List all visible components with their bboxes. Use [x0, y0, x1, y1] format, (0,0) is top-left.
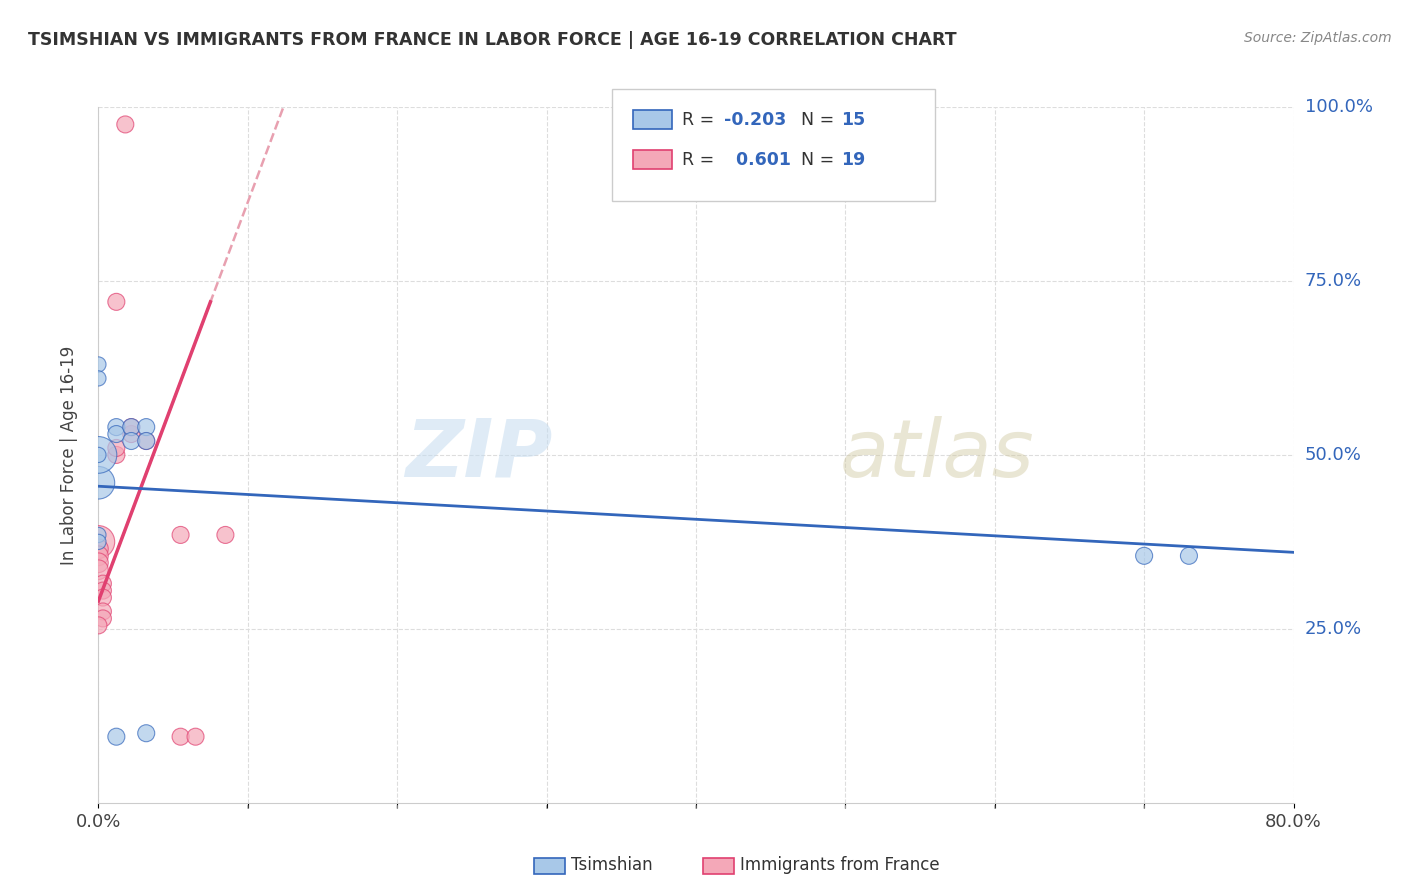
Text: 100.0%: 100.0%	[1305, 98, 1372, 116]
Point	[120, 420, 142, 434]
Text: ZIP: ZIP	[405, 416, 553, 494]
Point	[120, 420, 142, 434]
Point	[214, 528, 236, 542]
Point	[1133, 549, 1156, 563]
Point	[87, 528, 110, 542]
Point	[135, 434, 157, 448]
Point	[91, 583, 114, 598]
Text: 15: 15	[841, 111, 865, 128]
Point	[184, 730, 207, 744]
Text: atlas: atlas	[839, 416, 1035, 494]
Point	[87, 549, 110, 563]
Text: TSIMSHIAN VS IMMIGRANTS FROM FRANCE IN LABOR FORCE | AGE 16-19 CORRELATION CHART: TSIMSHIAN VS IMMIGRANTS FROM FRANCE IN L…	[28, 31, 956, 49]
Point	[87, 618, 110, 632]
Y-axis label: In Labor Force | Age 16-19: In Labor Force | Age 16-19	[59, 345, 77, 565]
Point	[87, 541, 110, 556]
Point	[120, 434, 142, 448]
Point	[87, 371, 110, 385]
Point	[105, 294, 128, 309]
Point	[105, 448, 128, 462]
Point	[120, 427, 142, 442]
Point	[87, 535, 110, 549]
Point	[135, 726, 157, 740]
Text: N =: N =	[801, 111, 841, 128]
Text: -0.203: -0.203	[724, 111, 786, 128]
Text: Tsimshian: Tsimshian	[571, 856, 652, 874]
Point	[135, 434, 157, 448]
Point	[87, 563, 110, 577]
Point	[91, 611, 114, 625]
Text: 25.0%: 25.0%	[1305, 620, 1362, 638]
Point	[87, 535, 110, 549]
Point	[135, 420, 157, 434]
Point	[114, 117, 136, 131]
Text: N =: N =	[801, 151, 841, 169]
Point	[87, 448, 110, 462]
Text: Source: ZipAtlas.com: Source: ZipAtlas.com	[1244, 31, 1392, 45]
Text: 19: 19	[841, 151, 865, 169]
Point	[87, 358, 110, 372]
Text: 0.601: 0.601	[724, 151, 792, 169]
Text: Immigrants from France: Immigrants from France	[740, 856, 939, 874]
Text: R =: R =	[682, 151, 720, 169]
Text: 75.0%: 75.0%	[1305, 272, 1362, 290]
Point	[87, 475, 110, 490]
Point	[91, 591, 114, 605]
Point	[1178, 549, 1201, 563]
Point	[169, 730, 191, 744]
Point	[105, 441, 128, 455]
Text: 50.0%: 50.0%	[1305, 446, 1361, 464]
Point	[105, 730, 128, 744]
Point	[105, 427, 128, 442]
Point	[87, 448, 110, 462]
Point	[91, 576, 114, 591]
Text: R =: R =	[682, 111, 720, 128]
Point	[105, 420, 128, 434]
Point	[91, 605, 114, 619]
Point	[169, 528, 191, 542]
Point	[87, 556, 110, 570]
